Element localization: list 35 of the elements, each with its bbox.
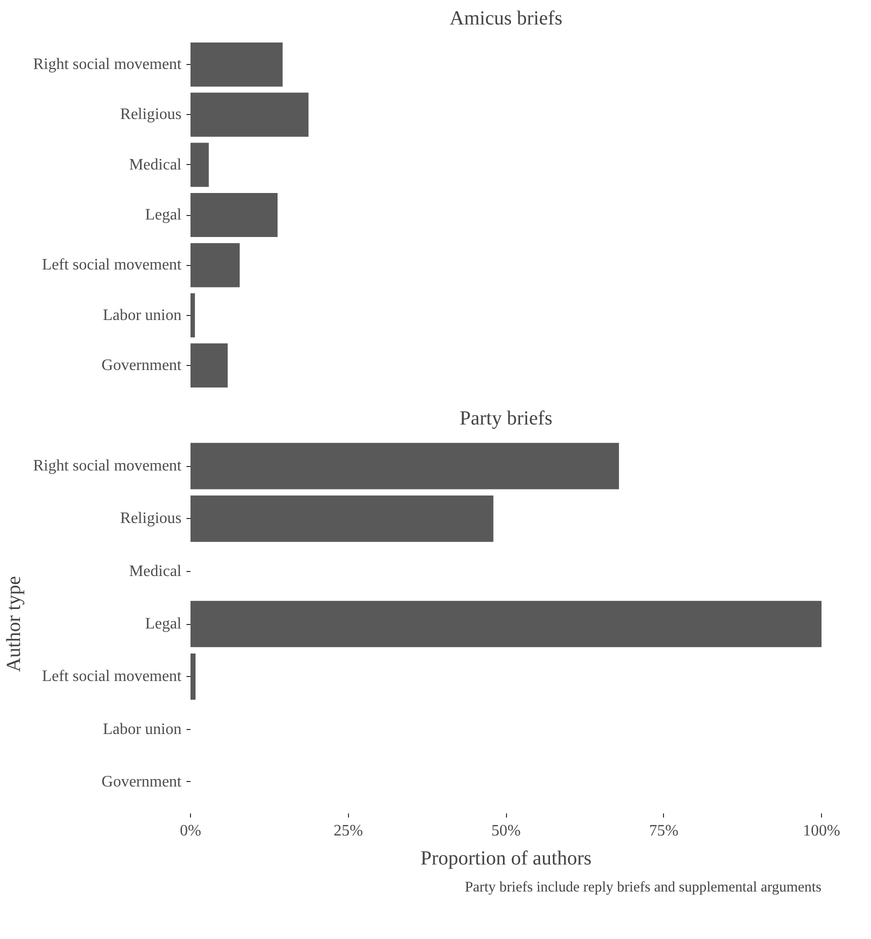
y-tick-label: Left social movement [42, 256, 182, 274]
bar [190, 142, 209, 187]
y-tick-label: Medical [129, 156, 182, 174]
bar [190, 92, 308, 137]
chart-title: Amicus briefs [450, 8, 563, 30]
bar [190, 653, 196, 700]
y-tick-label: Religious [120, 106, 182, 124]
y-tick-label: Labor union [102, 720, 182, 738]
bar [190, 343, 228, 388]
y-tick-label: Religious [120, 510, 182, 528]
chart-title: Party briefs [460, 408, 553, 430]
x-tick-label: 0% [180, 822, 202, 840]
x-axis-title: Proportion of authors [420, 848, 592, 870]
x-tick-label: 100% [802, 822, 840, 840]
x-tick-label: 50% [491, 822, 521, 840]
y-tick-label: Government [102, 356, 182, 374]
bar [190, 442, 619, 490]
bar [190, 243, 240, 288]
y-tick-label: Labor union [102, 306, 182, 324]
bar [190, 192, 278, 238]
x-tick-label: 75% [649, 822, 678, 840]
y-tick-label: Right social movement [33, 56, 182, 74]
bar [190, 496, 494, 542]
bar [190, 42, 283, 87]
y-tick-label: Medical [129, 562, 182, 580]
y-tick-label: Legal [145, 206, 182, 224]
x-tick-label: 25% [334, 822, 363, 840]
bar [190, 600, 822, 648]
bar [190, 293, 195, 338]
y-tick-label: Left social movement [42, 668, 182, 686]
text: Party briefs include reply briefs and supplemental arguments [464, 880, 822, 896]
y-axis-title: Author type [3, 576, 26, 672]
y-tick-label: Right social movement [33, 458, 182, 475]
y-tick-label: Government [102, 773, 182, 790]
y-tick-label: Legal [145, 616, 182, 632]
